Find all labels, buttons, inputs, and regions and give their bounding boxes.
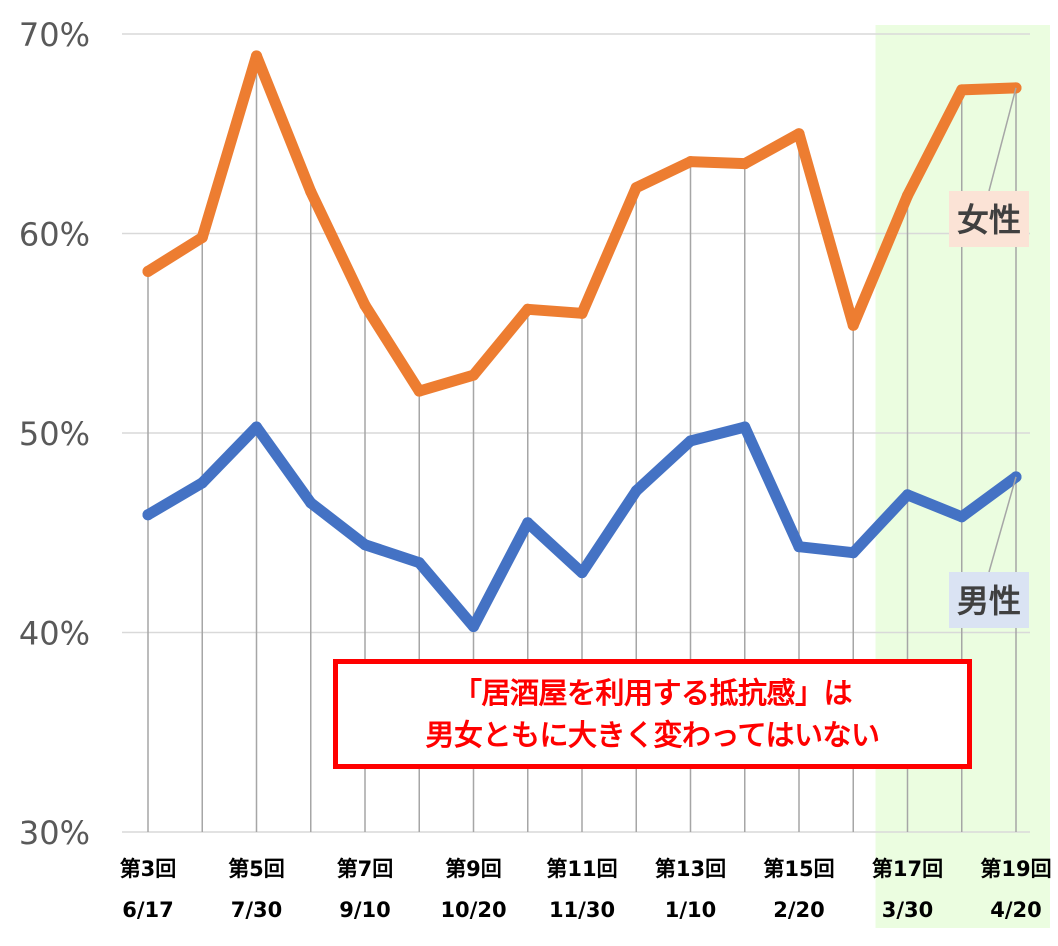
- male-point: [793, 541, 805, 553]
- x-tick-date: 2/20: [773, 898, 825, 922]
- x-tick-date: 10/20: [440, 898, 506, 922]
- y-tick-label: 30%: [19, 814, 90, 852]
- x-tick-date: 4/20: [990, 898, 1042, 922]
- male-point: [576, 567, 588, 579]
- male-point: [413, 557, 425, 569]
- x-tick-date: 1/10: [665, 898, 717, 922]
- x-tick-round: 第13回: [655, 857, 726, 881]
- male-point: [196, 477, 208, 489]
- x-tick-round: 第15回: [763, 857, 834, 881]
- annotation-line-1: 「居酒屋を利用する抵抗感」は: [452, 676, 853, 710]
- male-point: [359, 539, 371, 551]
- female-point: [739, 158, 751, 170]
- highlight-band: [875, 25, 1050, 928]
- y-axis-ticks: 30% 40% 50% 60% 70%: [19, 16, 90, 852]
- female-label-box: [949, 191, 1029, 247]
- male-point: [685, 435, 696, 447]
- x-tick-date: 11/30: [549, 898, 615, 922]
- x-tick-round: 第5回: [228, 857, 285, 881]
- male-point: [739, 421, 751, 433]
- y-tick-label: 70%: [19, 16, 90, 54]
- male-point: [956, 511, 968, 523]
- female-point: [576, 307, 588, 319]
- male-label-box: [949, 572, 1029, 628]
- series-lines: [142, 50, 1022, 633]
- female-point: [630, 182, 642, 194]
- x-axis-ticks: 第3回 6/17 第5回 7/30 第7回 9/10 第9回 10/20 第11回 11/30 第1…: [120, 857, 1052, 922]
- male-point: [847, 547, 859, 559]
- male-point: [142, 509, 154, 521]
- leader-line: [988, 87, 1017, 192]
- male-point: [522, 517, 534, 529]
- leader-line: [988, 476, 1017, 573]
- male-point: [251, 421, 262, 433]
- male-label: 男性: [957, 582, 1021, 620]
- female-point: [196, 231, 208, 243]
- female-label: 女性: [957, 201, 1021, 239]
- female-point: [142, 265, 154, 277]
- female-point: [251, 50, 262, 62]
- male-point: [630, 485, 642, 497]
- gridlines: [122, 33, 1030, 833]
- x-tick-round: 第7回: [337, 857, 394, 881]
- female-point: [468, 369, 479, 381]
- female-point: [522, 303, 534, 315]
- annotation-box: 「居酒屋を利用する抵抗感」は 男女ともに大きく変わってはいない: [333, 659, 972, 769]
- female-point: [793, 128, 805, 140]
- male-point: [902, 489, 913, 501]
- x-tick-date: 3/30: [882, 898, 934, 922]
- female-point: [847, 319, 859, 331]
- female-point: [359, 299, 371, 311]
- y-tick-label: 50%: [19, 415, 90, 453]
- male-point: [468, 621, 479, 633]
- annotation-line-2: 男女ともに大きく変わってはいない: [425, 718, 880, 752]
- y-tick-label: 60%: [19, 216, 90, 254]
- x-tick-round: 第19回: [980, 857, 1051, 881]
- female-point: [902, 190, 913, 202]
- y-tick-label: 40%: [19, 615, 90, 653]
- female-point: [305, 186, 317, 198]
- female-point: [685, 156, 696, 168]
- x-tick-round: 第9回: [445, 857, 502, 881]
- female-point: [413, 385, 425, 397]
- x-tick-round: 第11回: [546, 857, 617, 881]
- x-tick-date: 9/10: [339, 898, 391, 922]
- x-tick-round: 第3回: [120, 857, 177, 881]
- x-tick-round: 第17回: [872, 857, 943, 881]
- female-point: [956, 84, 968, 96]
- x-tick-date: 6/17: [122, 898, 174, 922]
- male-point: [305, 497, 317, 509]
- x-tick-date: 7/30: [231, 898, 283, 922]
